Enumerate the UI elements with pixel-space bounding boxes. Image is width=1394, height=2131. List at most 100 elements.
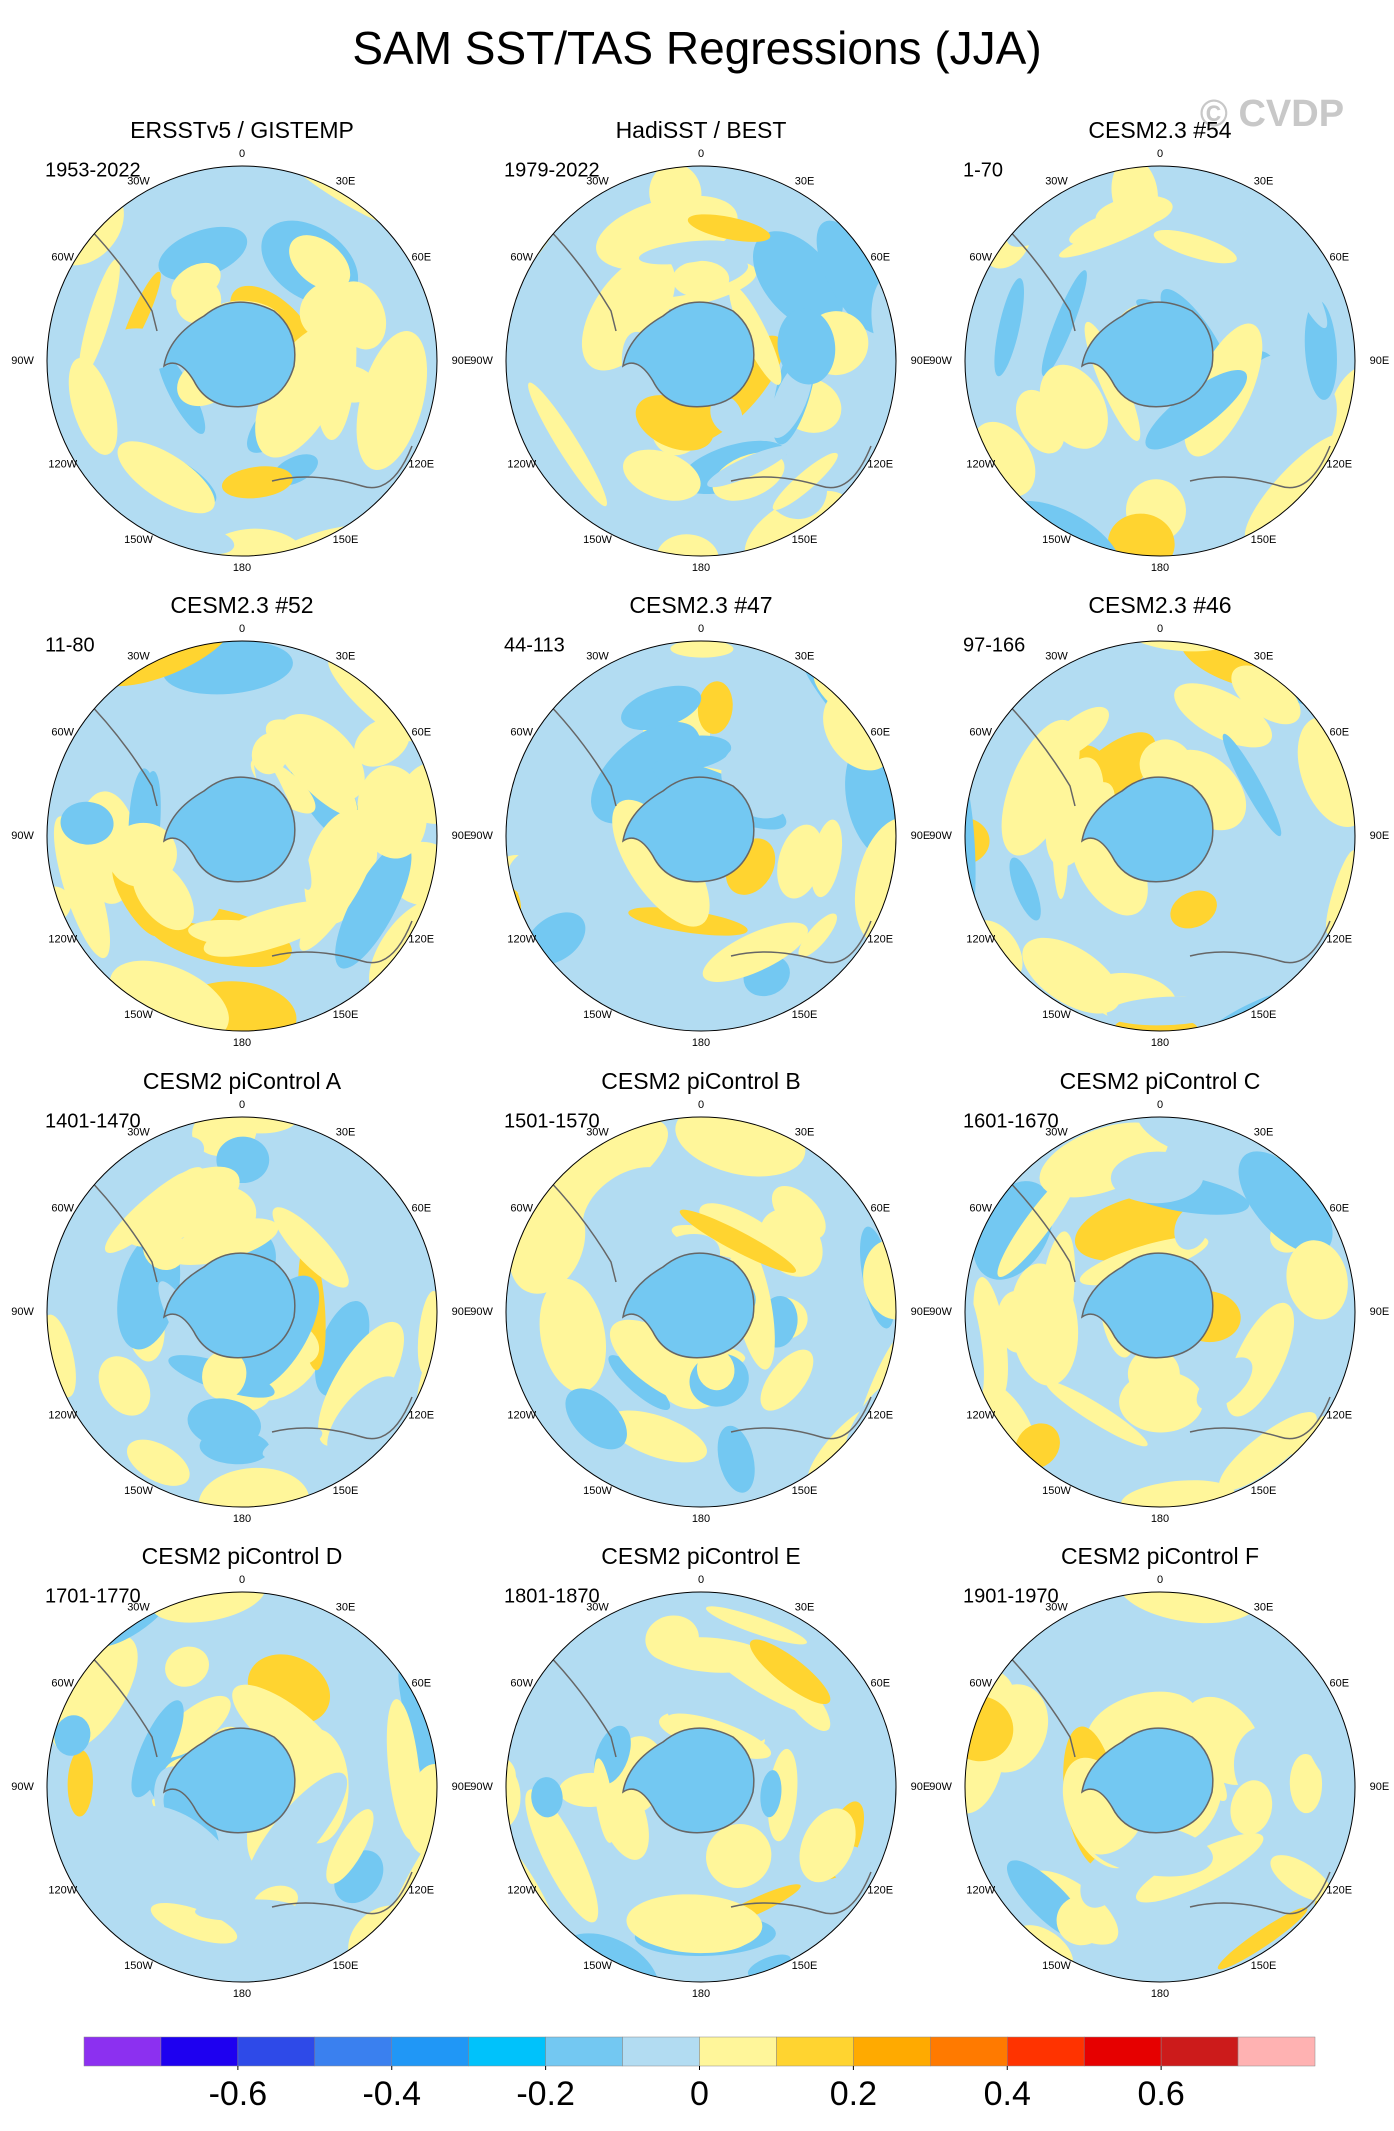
- longitude-label: 60W: [51, 1202, 74, 1214]
- longitude-label: 30W: [1045, 1127, 1068, 1139]
- anomaly-patch: [1270, 1855, 1333, 1902]
- anomaly-patch: [593, 1758, 615, 1843]
- longitude-label: 150E: [792, 1485, 818, 1497]
- longitude-label: 180: [1151, 1988, 1169, 2000]
- anomaly-patch: [357, 765, 427, 859]
- antarctica: [162, 1252, 296, 1359]
- anomaly-patch: [799, 1808, 856, 1883]
- longitude-label: 150E: [1251, 534, 1277, 546]
- colorbar-box: [1160, 2036, 1239, 2067]
- anomaly-patch: [131, 1700, 184, 1798]
- anomaly-patch: [729, 284, 782, 385]
- anomaly-patch: [1286, 1240, 1348, 1320]
- anomaly-patch: [1001, 719, 1080, 856]
- anomaly-patch: [656, 534, 719, 556]
- longitude-label: 150W: [583, 1009, 612, 1021]
- anomaly-patch: [994, 278, 1024, 377]
- longitude-label: 150W: [124, 1485, 153, 1497]
- anomaly-patch: [1145, 369, 1248, 450]
- longitude-label: 150E: [792, 1009, 818, 1021]
- longitude-label: 120W: [966, 933, 995, 945]
- anomaly-patch: [356, 331, 428, 470]
- colorbar-box: [930, 2036, 1008, 2067]
- longitude-label: 90W: [11, 1306, 34, 1318]
- longitude-label: 120E: [867, 1884, 893, 1896]
- longitude-label: 30E: [1254, 176, 1274, 188]
- longitude-label: 0: [1157, 1099, 1163, 1111]
- longitude-label: 90W: [929, 355, 952, 367]
- antarctica: [162, 776, 296, 883]
- longitude-label: 60E: [1329, 1202, 1349, 1214]
- longitude-label: 0: [698, 1099, 704, 1111]
- anomaly-patch: [1071, 1328, 1119, 1375]
- colorbar-box: [1007, 2036, 1085, 2067]
- panel-period: 1701-1770: [45, 1585, 141, 1607]
- anomaly-patch: [158, 226, 248, 281]
- colorbar-box: [83, 2036, 162, 2067]
- antarctica: [1080, 1252, 1214, 1359]
- panel-title: HadiSST / BEST: [616, 117, 787, 143]
- anomaly-patch: [1231, 665, 1301, 725]
- anomaly-patch: [1039, 364, 1108, 449]
- colorbar-box: [776, 2036, 854, 2067]
- longitude-label: 180: [233, 1037, 251, 1049]
- anomaly-patch: [846, 360, 896, 401]
- map-field: [965, 166, 1355, 556]
- anomaly-patch: [1106, 996, 1228, 1026]
- longitude-label: 60E: [870, 726, 890, 738]
- panel-period: 1601-1670: [963, 1110, 1059, 1132]
- coastline: [1189, 920, 1331, 964]
- anomaly-patch: [717, 1425, 755, 1493]
- longitude-label: 0: [698, 1574, 704, 1586]
- longitude-label: 180: [692, 1513, 710, 1525]
- anomaly-patch: [126, 1439, 190, 1486]
- map-border: [505, 1591, 897, 1983]
- anomaly-patch: [605, 924, 697, 976]
- panel-period: 44-113: [504, 634, 565, 656]
- anomaly-patch: [1196, 1357, 1253, 1410]
- longitude-label: 90E: [1370, 1781, 1390, 1793]
- longitude-label: 120E: [867, 1409, 893, 1421]
- anomaly-patch: [1116, 1592, 1261, 1624]
- anomaly-patch: [128, 1806, 239, 1907]
- antarctica: [621, 301, 755, 408]
- longitude-label: 150W: [124, 1960, 153, 1972]
- longitude-label: 150E: [333, 534, 359, 546]
- antarctica: [621, 1252, 755, 1359]
- map-field: [47, 641, 437, 1031]
- colorbar-tick-label: 0: [690, 2075, 709, 2113]
- anomaly-patch: [697, 681, 733, 734]
- longitude-label: 90W: [929, 1306, 952, 1318]
- anomaly-patch: [1009, 857, 1041, 921]
- anomaly-patch: [1045, 1381, 1148, 1447]
- map-border: [505, 640, 897, 1032]
- longitude-label: 90W: [929, 1781, 952, 1793]
- longitude-label: 120W: [507, 1409, 536, 1421]
- anomaly-patch: [771, 1185, 826, 1240]
- anomaly-patch: [670, 641, 734, 658]
- panel-title: CESM2 piControl A: [143, 1068, 342, 1094]
- map-border: [964, 1591, 1356, 1983]
- longitude-label: 90W: [470, 830, 493, 842]
- anomaly-patch: [1022, 937, 1121, 1014]
- map-border: [505, 165, 897, 557]
- longitude-label: 180: [1151, 562, 1169, 574]
- anomaly-patch: [78, 258, 120, 378]
- anomaly-patch: [198, 1467, 310, 1507]
- anomaly-patch: [638, 240, 736, 265]
- longitude-label: 120W: [966, 1884, 995, 1896]
- coastline: [1189, 1396, 1331, 1440]
- antarctica: [1080, 776, 1214, 883]
- anomaly-patch: [1170, 890, 1217, 929]
- map-panel: CESM2.3 #54 1-70 0 30E 60E 90E 120E 150E 180 150W…: [929, 117, 1389, 574]
- longitude-label: 90E: [911, 1781, 931, 1793]
- longitude-label: 120E: [867, 933, 893, 945]
- anomaly-patch: [965, 1696, 1014, 1762]
- longitude-label: 180: [692, 1037, 710, 1049]
- longitude-label: 30E: [795, 176, 815, 188]
- longitude-label: 180: [233, 1513, 251, 1525]
- anomaly-patch: [562, 938, 670, 1008]
- antarctica: [1080, 1727, 1214, 1834]
- longitude-label: 90E: [452, 355, 472, 367]
